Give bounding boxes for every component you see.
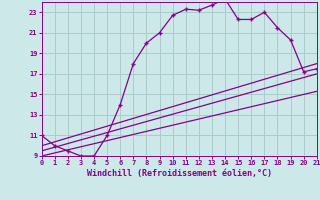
X-axis label: Windchill (Refroidissement éolien,°C): Windchill (Refroidissement éolien,°C) (87, 169, 272, 178)
